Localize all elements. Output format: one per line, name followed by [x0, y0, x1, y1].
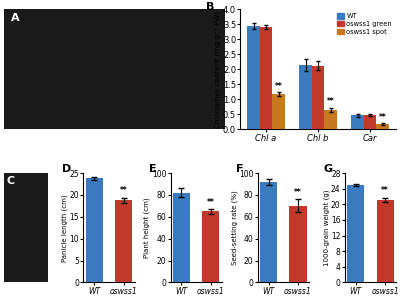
- Bar: [115, 200, 132, 282]
- Bar: [347, 185, 364, 282]
- Text: **: **: [275, 82, 282, 91]
- Bar: [364, 115, 376, 130]
- Text: C: C: [6, 177, 14, 186]
- Text: **: **: [381, 186, 389, 195]
- Y-axis label: Panicle length (cm): Panicle length (cm): [62, 194, 68, 262]
- Text: **: **: [120, 186, 128, 196]
- Bar: [260, 182, 277, 282]
- Text: **: **: [379, 113, 386, 122]
- Text: D: D: [62, 164, 71, 174]
- Y-axis label: Plant height (cm): Plant height (cm): [144, 197, 150, 258]
- Bar: [290, 206, 306, 282]
- Bar: [86, 178, 103, 282]
- Bar: [299, 65, 312, 130]
- Bar: [173, 193, 190, 282]
- Y-axis label: Seed-setting rate (%): Seed-setting rate (%): [231, 190, 238, 265]
- Bar: [324, 110, 337, 130]
- Text: **: **: [327, 97, 334, 106]
- Text: G: G: [323, 164, 332, 174]
- Text: A: A: [11, 13, 19, 23]
- Text: **: **: [294, 188, 302, 197]
- Bar: [202, 212, 220, 282]
- Y-axis label: 1000-grain weight (g): 1000-grain weight (g): [323, 189, 330, 266]
- Bar: [247, 26, 260, 130]
- Bar: [376, 200, 394, 282]
- Bar: [352, 115, 364, 130]
- Bar: [376, 124, 389, 130]
- Bar: [260, 27, 272, 130]
- Bar: [272, 94, 285, 130]
- Text: E: E: [149, 164, 156, 174]
- Text: F: F: [236, 164, 244, 174]
- Bar: [312, 66, 324, 130]
- Y-axis label: Chlorophyll content (mg g⁻¹ FW): Chlorophyll content (mg g⁻¹ FW): [214, 11, 222, 128]
- Text: **: **: [207, 198, 215, 207]
- Legend: WT, oswss1 green, oswss1 spot: WT, oswss1 green, oswss1 spot: [336, 13, 393, 35]
- Text: B: B: [206, 2, 214, 12]
